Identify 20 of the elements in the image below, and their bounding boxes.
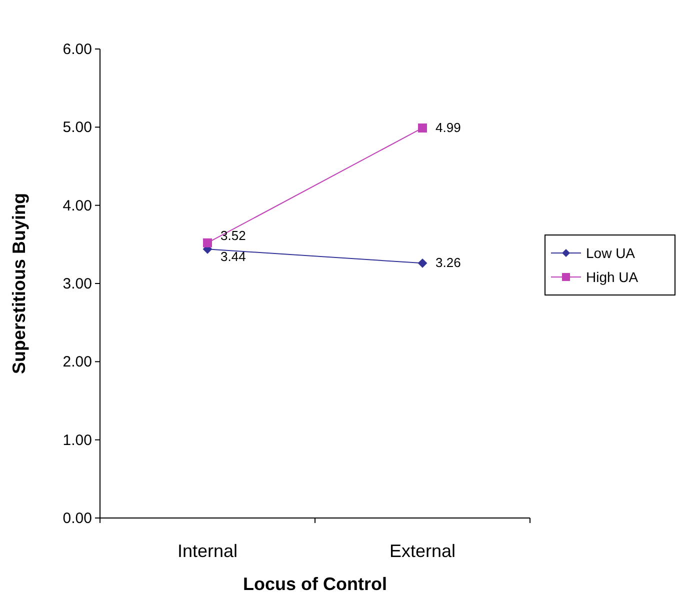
x-axis-title: Locus of Control xyxy=(243,574,387,594)
y-tick-label: 0.00 xyxy=(62,510,92,527)
point xyxy=(418,258,427,268)
y-tick-label: 2.00 xyxy=(62,354,92,371)
data-label: 3.44 xyxy=(220,249,246,264)
y-tick-label: 1.00 xyxy=(62,432,92,449)
y-tick-label: 3.00 xyxy=(62,276,92,292)
y-tick-label: 4.00 xyxy=(62,197,92,214)
x-tick-label: Internal xyxy=(177,541,238,561)
y-axis-title: Superstitious Buying xyxy=(9,192,29,374)
data-label: 3.52 xyxy=(220,228,246,243)
y-tick-label: 5.00 xyxy=(62,119,92,136)
point xyxy=(203,238,212,248)
y-tick-label: 6.00 xyxy=(62,41,92,58)
point xyxy=(418,123,427,132)
legend-label: High UA xyxy=(586,269,639,285)
x-tick-label: External xyxy=(389,541,456,561)
data-label: 3.26 xyxy=(436,255,461,270)
legend-label: Low UA xyxy=(586,245,636,261)
data-label: 4.99 xyxy=(436,120,461,135)
